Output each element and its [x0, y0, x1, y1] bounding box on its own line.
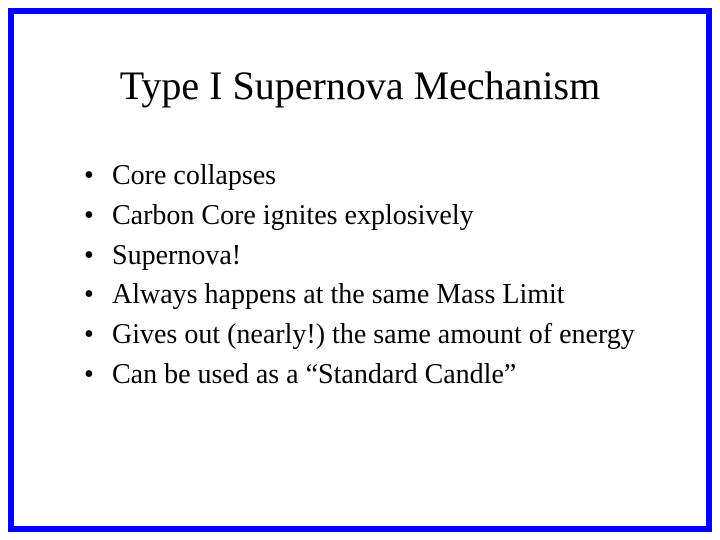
bullet-text: Always happens at the same Mass Limit	[112, 276, 656, 314]
bullet-text: Supernova!	[112, 237, 656, 275]
list-item: • Carbon Core ignites explosively	[84, 197, 656, 235]
slide-title: Type I Supernova Mechanism	[64, 62, 656, 109]
bullet-icon: •	[84, 356, 112, 394]
bullet-icon: •	[84, 197, 112, 235]
bullet-icon: •	[84, 316, 112, 354]
slide-frame: Type I Supernova Mechanism • Core collap…	[8, 8, 712, 532]
list-item: • Supernova!	[84, 237, 656, 275]
bullet-text: Carbon Core ignites explosively	[112, 197, 656, 235]
list-item: • Core collapses	[84, 157, 656, 195]
bullet-icon: •	[84, 157, 112, 195]
list-item: • Can be used as a “Standard Candle”	[84, 356, 656, 394]
list-item: • Gives out (nearly!) the same amount of…	[84, 316, 656, 354]
bullet-icon: •	[84, 237, 112, 275]
bullet-text: Core collapses	[112, 157, 656, 195]
bullet-text: Can be used as a “Standard Candle”	[112, 356, 656, 394]
list-item: • Always happens at the same Mass Limit	[84, 276, 656, 314]
bullet-text: Gives out (nearly!) the same amount of e…	[112, 316, 656, 354]
bullet-list: • Core collapses • Carbon Core ignites e…	[64, 157, 656, 394]
bullet-icon: •	[84, 276, 112, 314]
